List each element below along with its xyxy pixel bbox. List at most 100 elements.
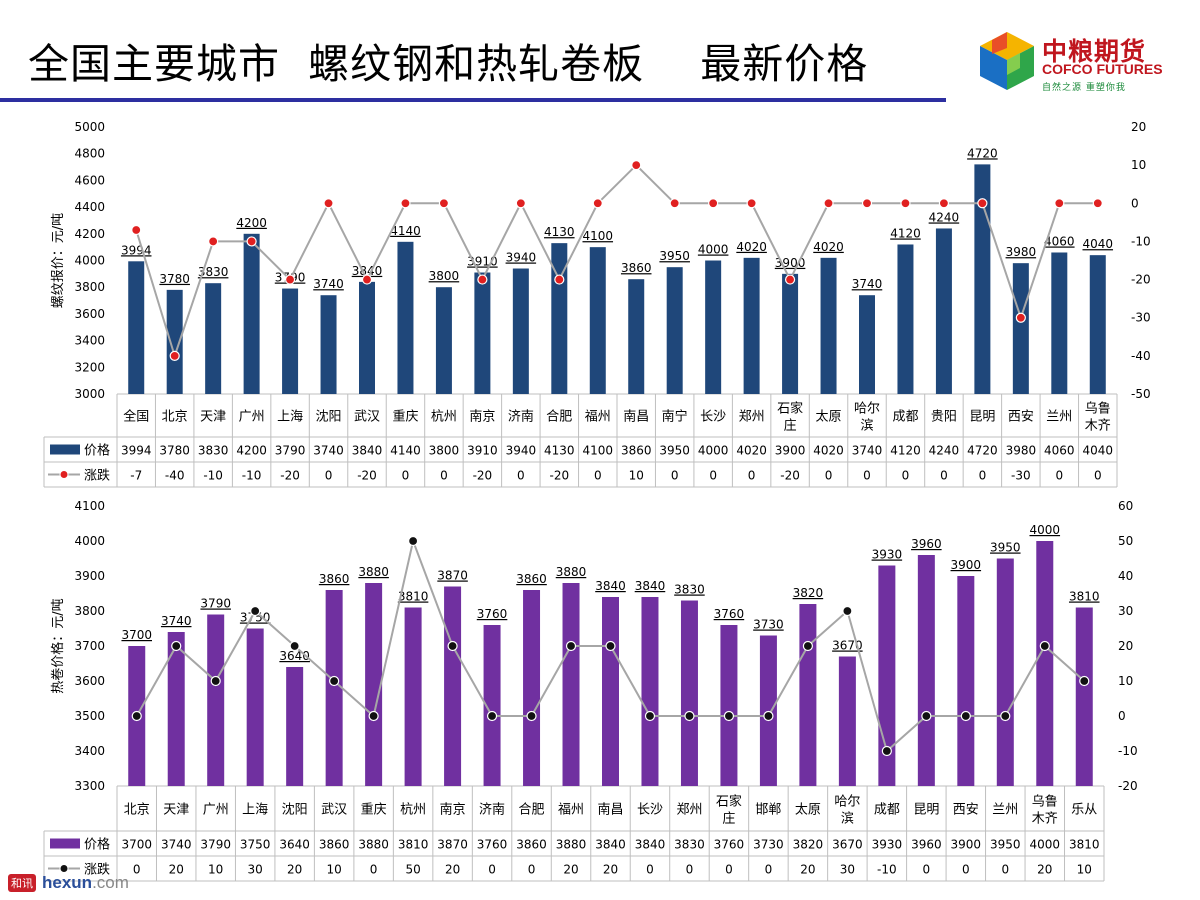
hotcoil-table-change-value: -10 xyxy=(877,863,897,877)
rebar-change-point xyxy=(1092,198,1103,209)
rebar-category-label: 南宁 xyxy=(662,409,688,425)
hotcoil-change-point xyxy=(447,640,458,652)
hotcoil-change-point xyxy=(881,745,892,757)
rebar-bar xyxy=(243,233,260,394)
hotcoil-table-price-value: 3950 xyxy=(990,838,1021,852)
hotcoil-y2-tick-label: 10 xyxy=(1118,674,1133,688)
hotcoil-table-change-value: 0 xyxy=(528,863,536,877)
hotcoil-bar-data-label: 3810 xyxy=(398,590,429,604)
rebar-table-change-value: 0 xyxy=(709,469,717,483)
rebar-bar xyxy=(128,261,145,394)
rebar-bar xyxy=(166,289,183,394)
hotcoil-table-change-value: 0 xyxy=(488,863,496,877)
rebar-table-change-value: 0 xyxy=(863,469,871,483)
hotcoil-bar-data-label: 3880 xyxy=(556,565,587,579)
rebar-category-label: 太原 xyxy=(816,410,842,425)
hotcoil-category-label-line: 乌鲁 xyxy=(1032,794,1058,810)
logo-slogan: 自然之源 重塑你我 xyxy=(1042,83,1126,93)
rebar-bar-data-label: 3940 xyxy=(506,251,537,265)
rebar-bar-data-label: 3980 xyxy=(1006,245,1037,259)
rebar-change-point xyxy=(746,198,757,209)
hotcoil-change-point xyxy=(1039,640,1050,652)
hotcoil-legend-bar-swatch xyxy=(50,838,80,849)
rebar-change-point xyxy=(708,198,719,209)
hotcoil-change-point xyxy=(565,640,577,652)
hotcoil-table-change-value: 20 xyxy=(800,863,815,877)
rebar-category-label: 济南 xyxy=(508,409,534,425)
rebar-table-change-value: -20 xyxy=(280,469,300,483)
rebar-change-point xyxy=(323,198,334,209)
rebar-table-price-value: 3830 xyxy=(198,444,229,458)
hotcoil-bar-data-label: 3900 xyxy=(951,558,982,572)
rebar-bar-data-label: 4100 xyxy=(582,229,613,243)
logo-english-name: COFCO FUTURES xyxy=(1042,61,1163,77)
rebar-table-price-value: 3740 xyxy=(852,444,883,458)
hotcoil-change-point xyxy=(250,605,261,617)
rebar-y-tick-label: 3800 xyxy=(74,280,105,294)
hotcoil-category-label: 南昌 xyxy=(597,802,623,818)
rebar-change-point xyxy=(400,198,411,209)
hotcoil-change-point xyxy=(684,710,695,722)
rebar-y-tick-label: 4800 xyxy=(74,147,105,161)
hotcoil-y2-tick-label: 0 xyxy=(1118,709,1126,723)
rebar-table-change-value: -30 xyxy=(1011,469,1031,483)
rebar-bar xyxy=(205,283,222,394)
hotcoil-category-label: 乌鲁木齐 xyxy=(1032,794,1058,827)
rebar-bar xyxy=(589,247,606,394)
rebar-table-change-value: 0 xyxy=(1094,469,1102,483)
rebar-table-price-value: 4000 xyxy=(698,444,729,458)
hotcoil-table-change-value: 0 xyxy=(765,863,773,877)
hotcoil-y2-tick-label: 20 xyxy=(1118,639,1133,653)
hotcoil-category-label: 沈阳 xyxy=(282,803,308,818)
hotcoil-bar-data-label: 3760 xyxy=(714,607,745,621)
rebar-bar-data-label: 4720 xyxy=(967,146,998,160)
hotcoil-table-change-value: 20 xyxy=(287,863,302,877)
hotcoil-table-price-value: 3880 xyxy=(358,838,389,852)
hotcoil-change-point xyxy=(802,640,814,652)
hotcoil-category-label: 昆明 xyxy=(913,803,939,818)
hotcoil-change-point xyxy=(526,710,537,722)
hotcoil-table-price-value: 3790 xyxy=(200,838,231,852)
hotcoil-category-label: 重庆 xyxy=(361,802,387,818)
rebar-change-point xyxy=(208,236,219,247)
rebar-y-tick-label: 4000 xyxy=(74,254,105,268)
rebar-change-point xyxy=(477,274,488,285)
rebar-table-price-value: 4200 xyxy=(236,444,267,458)
hotcoil-y2-tick-label: -10 xyxy=(1118,744,1138,758)
rebar-category-label: 上海 xyxy=(277,410,303,425)
hotcoil-table-change-value: 10 xyxy=(326,863,341,877)
rebar-y-axis-label: 螺纹报价：元/吨 xyxy=(51,213,66,308)
hotcoil-category-label: 哈尔滨 xyxy=(834,795,860,827)
hotcoil-table-price-value: 3860 xyxy=(319,838,350,852)
rebar-change-point xyxy=(977,198,988,209)
rebar-bar xyxy=(782,273,799,394)
rebar-legend-change: 涨跌 xyxy=(84,468,110,484)
hotcoil-table-change-value: 20 xyxy=(603,863,618,877)
rebar-change-point xyxy=(169,350,180,361)
rebar-y-tick-label: 4600 xyxy=(74,173,105,187)
rebar-bar-data-label: 3830 xyxy=(198,265,229,279)
hotcoil-y-tick-label: 3300 xyxy=(74,779,105,793)
rebar-table-change-value: -10 xyxy=(203,469,223,483)
rebar-table-change-value: 0 xyxy=(748,469,756,483)
hotcoil-table-price-value: 3750 xyxy=(240,838,271,852)
hotcoil-y-tick-label: 3900 xyxy=(74,569,105,583)
rebar-change-point xyxy=(438,198,450,209)
rebar-y2-tick-label: 10 xyxy=(1131,158,1146,172)
rebar-bar xyxy=(397,241,414,394)
rebar-change-point xyxy=(592,198,603,209)
hotcoil-table-price-value: 3670 xyxy=(832,838,863,852)
hotcoil-change-point xyxy=(368,710,379,722)
rebar-category-label: 长沙 xyxy=(700,410,726,425)
page-title: 全国主要城市 螺纹钢和热轧卷板 最新价格 xyxy=(28,40,869,88)
hotcoil-category-label: 北京 xyxy=(124,803,150,818)
hotcoil-bar xyxy=(562,583,580,786)
hotcoil-category-label: 杭州 xyxy=(400,803,426,818)
rebar-change-line xyxy=(135,163,1098,360)
rebar-bar-data-label: 4020 xyxy=(813,240,844,254)
hotcoil-change-point xyxy=(171,640,182,652)
hotcoil-category-label: 乐从 xyxy=(1071,803,1097,818)
rebar-bar-data-label: 4240 xyxy=(929,210,960,224)
hotcoil-y-tick-label: 3600 xyxy=(74,674,105,688)
